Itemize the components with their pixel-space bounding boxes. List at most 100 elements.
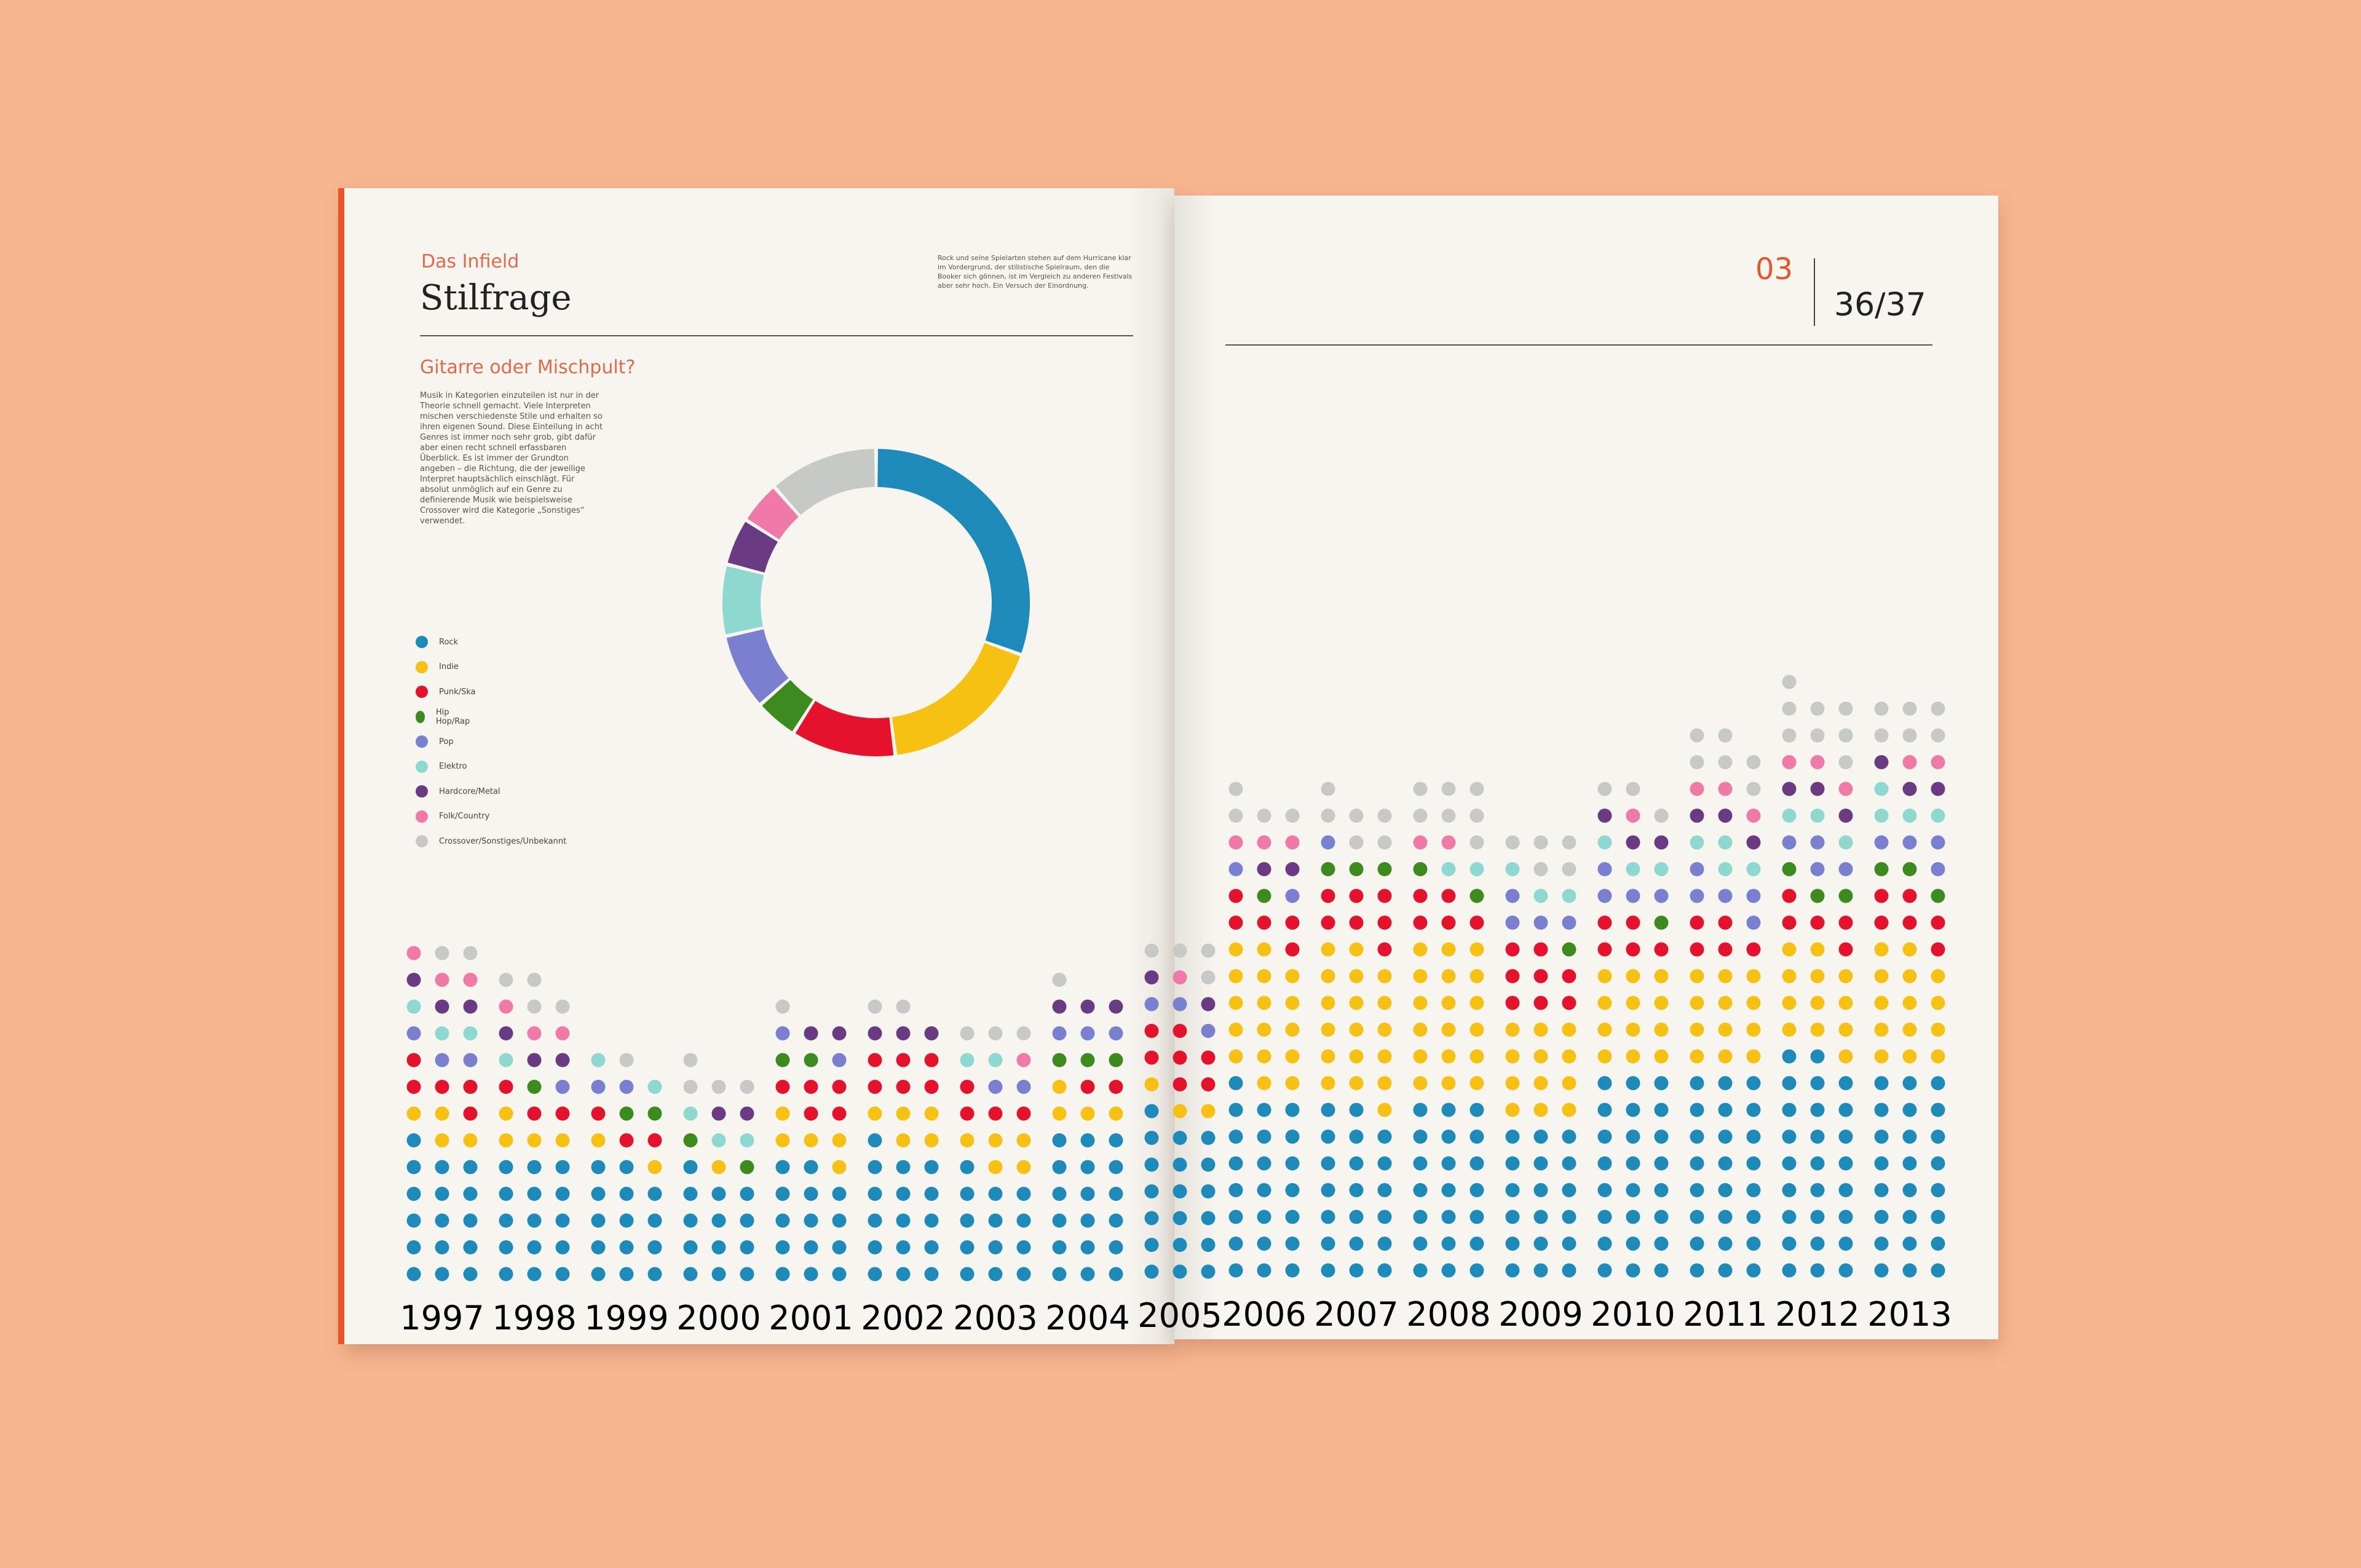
data-dot <box>1413 1076 1428 1090</box>
data-dot <box>463 1213 478 1228</box>
data-dot <box>1810 1183 1825 1197</box>
data-dot <box>775 999 790 1014</box>
data-dot <box>988 1080 1003 1094</box>
data-dot <box>1144 1264 1159 1279</box>
data-dot <box>1413 1210 1428 1224</box>
data-dot <box>1321 1076 1335 1090</box>
data-dot <box>1746 916 1761 930</box>
data-dot <box>960 1026 975 1040</box>
data-dot <box>1228 862 1243 876</box>
data-dot <box>1810 969 1825 983</box>
data-dot <box>1144 970 1159 984</box>
data-dot <box>1931 1183 1945 1197</box>
data-dot <box>988 1187 1003 1201</box>
data-dot <box>1144 1050 1159 1065</box>
data-dot <box>1413 1103 1428 1117</box>
data-dot <box>1874 1183 1889 1197</box>
data-dot <box>463 999 478 1014</box>
data-dot <box>1931 755 1945 769</box>
data-dot <box>406 1240 421 1254</box>
data-dot <box>1931 889 1945 903</box>
data-dot <box>1144 1024 1159 1038</box>
data-dot <box>1902 1023 1917 1037</box>
data-dot <box>1562 862 1576 876</box>
data-dot <box>1562 1210 1576 1224</box>
year-tick-label: 2002 <box>861 1299 945 1337</box>
data-dot <box>683 1053 698 1067</box>
data-dot <box>1718 1023 1733 1037</box>
data-dot <box>1321 889 1335 903</box>
data-dot <box>1931 1023 1945 1037</box>
data-dot <box>647 1267 662 1281</box>
legend-item: Pop <box>416 733 454 750</box>
title-rule-right <box>1225 344 1932 346</box>
data-dot <box>896 1133 911 1147</box>
data-dot <box>1349 835 1364 850</box>
data-dot <box>1201 1264 1216 1279</box>
data-dot <box>1838 916 1853 930</box>
data-dot <box>1654 1183 1669 1197</box>
data-dot <box>499 1053 513 1067</box>
data-dot <box>1902 996 1917 1010</box>
data-dot <box>683 1133 698 1147</box>
data-dot <box>1173 997 1187 1012</box>
data-dot <box>896 1213 911 1228</box>
data-dot <box>1874 1076 1889 1090</box>
data-dot <box>1782 809 1797 823</box>
data-dot <box>960 1240 975 1254</box>
data-dot <box>1505 1049 1520 1064</box>
data-dot <box>647 1080 662 1094</box>
data-dot <box>1080 999 1095 1014</box>
data-dot <box>1285 969 1300 983</box>
data-dot <box>1902 1237 1917 1251</box>
data-dot <box>647 1213 662 1228</box>
data-dot <box>1321 1210 1335 1224</box>
data-dot <box>435 1080 449 1094</box>
data-dot <box>868 1267 882 1281</box>
data-dot <box>463 1106 478 1121</box>
data-dot <box>1257 1023 1271 1037</box>
data-dot <box>527 1213 542 1228</box>
legend-swatch <box>416 735 428 748</box>
data-dot <box>1505 942 1520 957</box>
data-dot <box>775 1240 790 1254</box>
data-dot <box>1285 1049 1300 1064</box>
data-dot <box>1109 1080 1123 1094</box>
data-dot <box>960 1160 975 1174</box>
data-dot <box>406 1160 421 1174</box>
data-dot <box>832 1106 847 1121</box>
data-dot <box>1285 942 1300 957</box>
data-dot <box>960 1106 975 1121</box>
data-dot <box>1838 1103 1853 1117</box>
data-dot <box>1810 1237 1825 1251</box>
data-dot <box>740 1213 754 1228</box>
legend-label: Folk/Country <box>439 812 490 821</box>
data-dot <box>1838 1049 1853 1064</box>
data-dot <box>1441 969 1456 983</box>
data-dot <box>1902 942 1917 957</box>
data-dot <box>527 1133 542 1147</box>
data-dot <box>1505 996 1520 1010</box>
data-dot <box>1441 1263 1456 1278</box>
data-dot <box>1173 1264 1187 1279</box>
data-dot <box>1931 702 1945 716</box>
data-dot <box>1201 1157 1216 1172</box>
data-dot <box>435 999 449 1014</box>
data-dot <box>647 1106 662 1121</box>
data-dot <box>1838 728 1853 743</box>
data-dot <box>1718 916 1733 930</box>
data-dot <box>1597 889 1612 903</box>
data-dot <box>1718 835 1733 850</box>
data-dot <box>1349 1103 1364 1117</box>
donut-slice <box>747 488 799 540</box>
data-dot <box>1321 809 1335 823</box>
data-dot <box>1349 996 1364 1010</box>
data-dot <box>1377 809 1392 823</box>
data-dot <box>832 1213 847 1228</box>
data-dot <box>435 1053 449 1067</box>
data-dot <box>527 1160 542 1174</box>
data-dot <box>1746 1049 1761 1064</box>
data-dot <box>1377 942 1392 957</box>
data-dot <box>1285 996 1300 1010</box>
donut-slice <box>877 449 1030 653</box>
